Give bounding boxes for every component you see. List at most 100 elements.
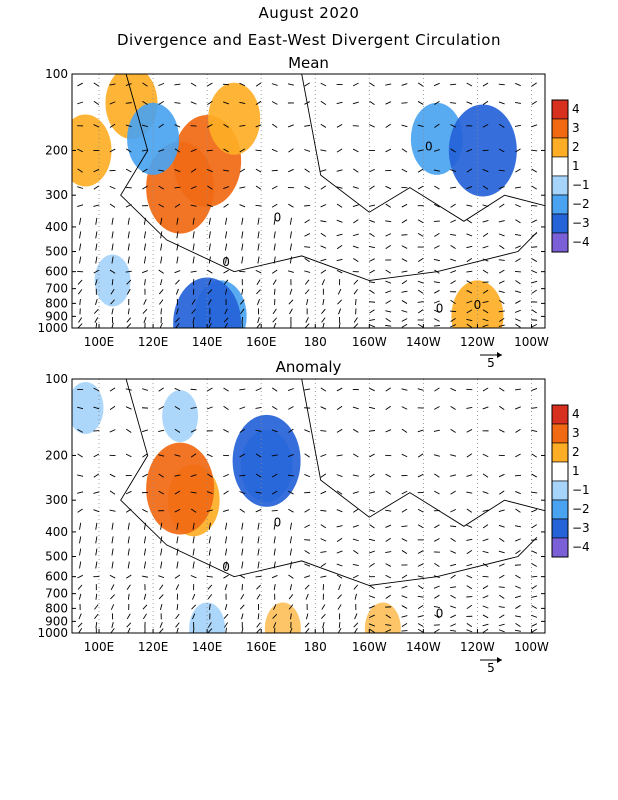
wind-arrow bbox=[93, 269, 100, 274]
wind-arrow bbox=[498, 574, 505, 579]
wind-arrow bbox=[417, 258, 424, 263]
panel-title: Anomaly bbox=[276, 358, 342, 376]
wind-arrow bbox=[336, 509, 343, 513]
wind-arrow bbox=[320, 575, 327, 578]
wind-arrow bbox=[241, 561, 244, 569]
wind-arrow bbox=[95, 279, 98, 286]
wind-arrow bbox=[515, 280, 521, 285]
wind-arrow bbox=[289, 231, 292, 239]
wind-arrow bbox=[498, 563, 505, 567]
wind-arrow bbox=[158, 289, 164, 295]
wind-arrow bbox=[77, 453, 83, 458]
wind-arrow bbox=[111, 279, 114, 286]
wind-arrow bbox=[110, 289, 115, 295]
wind-arrow bbox=[95, 522, 98, 530]
x-tick-label: 100W bbox=[514, 335, 549, 349]
x-tick-label: 140E bbox=[192, 640, 223, 654]
wind-arrow bbox=[206, 509, 213, 512]
wind-arrow bbox=[223, 186, 230, 189]
wind-arrow bbox=[352, 204, 359, 208]
legend-swatch bbox=[551, 232, 569, 253]
wind-arrow bbox=[142, 101, 148, 105]
wind-arrow bbox=[434, 123, 440, 128]
wind-arrow bbox=[93, 453, 100, 458]
wind-arrow bbox=[207, 269, 213, 274]
wind-arrow bbox=[288, 148, 294, 153]
wind-arrow bbox=[207, 473, 213, 478]
wind-arrow bbox=[174, 203, 181, 208]
wind-arrow bbox=[95, 256, 98, 264]
y-tick-label: 500 bbox=[45, 245, 68, 259]
wind-arrow bbox=[141, 388, 148, 391]
wind-arrow bbox=[354, 613, 358, 620]
wind-arrow bbox=[337, 594, 342, 600]
wind-arrow bbox=[95, 621, 98, 629]
wind-arrow bbox=[223, 203, 229, 208]
wind-arrow bbox=[515, 258, 521, 262]
y-tick-label: 400 bbox=[45, 220, 68, 234]
wind-arrow bbox=[176, 231, 179, 239]
wind-arrow bbox=[401, 219, 408, 224]
wind-arrow bbox=[142, 473, 148, 478]
wind-arrow bbox=[417, 429, 424, 433]
wind-arrow bbox=[450, 490, 456, 495]
wind-arrow bbox=[353, 628, 358, 633]
wind-arrow bbox=[93, 509, 100, 513]
wind-arrow bbox=[306, 298, 309, 306]
wind-arrow bbox=[401, 615, 408, 618]
wind-arrow bbox=[417, 585, 424, 590]
wind-arrow bbox=[369, 563, 375, 568]
wind-arrow bbox=[352, 82, 359, 87]
wind-arrow bbox=[208, 522, 211, 530]
wind-arrow bbox=[352, 574, 359, 579]
wind-vectors bbox=[77, 82, 538, 328]
wind-arrow bbox=[433, 258, 440, 262]
wind-arrow bbox=[385, 83, 392, 86]
wind-arrow bbox=[498, 509, 505, 512]
wind-arrow bbox=[304, 584, 310, 590]
wind-arrow bbox=[241, 536, 244, 544]
wind-arrow bbox=[304, 124, 311, 127]
wind-arrow bbox=[142, 168, 148, 173]
contour-label: 0 bbox=[274, 515, 282, 529]
wind-arrow bbox=[514, 233, 522, 236]
wind-arrow bbox=[417, 323, 424, 328]
wind-arrow bbox=[142, 185, 148, 190]
wind-arrow bbox=[482, 82, 489, 87]
legend-frame bbox=[551, 99, 569, 253]
wind-arrow bbox=[450, 299, 456, 305]
wind-arrow bbox=[336, 525, 343, 528]
wind-arrow bbox=[531, 407, 538, 409]
wind-arrow bbox=[141, 575, 149, 578]
wind-arrow bbox=[369, 605, 375, 609]
divergence-blob bbox=[232, 414, 301, 507]
wind-arrow bbox=[401, 102, 408, 104]
wind-arrow bbox=[369, 595, 375, 599]
wind-arrow bbox=[482, 595, 489, 599]
wind-arrow bbox=[111, 548, 114, 556]
wind-arrow bbox=[239, 406, 246, 410]
wind-arrow bbox=[207, 322, 212, 328]
wind-arrow bbox=[417, 508, 424, 513]
y-tick-label: 100 bbox=[45, 372, 68, 386]
wind-arrow bbox=[209, 603, 211, 611]
wind-arrow bbox=[352, 101, 359, 105]
wind-arrow bbox=[77, 168, 83, 173]
wind-arrow bbox=[192, 548, 195, 556]
y-tick-label: 800 bbox=[45, 296, 68, 310]
wind-arrow bbox=[336, 537, 343, 542]
wind-arrow bbox=[336, 169, 343, 172]
wind-arrow bbox=[498, 300, 505, 304]
wind-arrow bbox=[93, 82, 100, 87]
wind-arrow bbox=[158, 406, 165, 410]
wind-arrow bbox=[79, 561, 82, 569]
wind-arrow bbox=[304, 622, 310, 628]
wind-arrow bbox=[498, 387, 505, 392]
wind-arrow bbox=[514, 595, 521, 599]
wind-arrow bbox=[514, 629, 522, 632]
wind-arrow bbox=[223, 148, 229, 153]
wind-arrow bbox=[320, 430, 327, 432]
wind-arrow bbox=[498, 606, 505, 608]
wind-arrow bbox=[433, 454, 440, 457]
wind-arrow bbox=[417, 628, 424, 633]
